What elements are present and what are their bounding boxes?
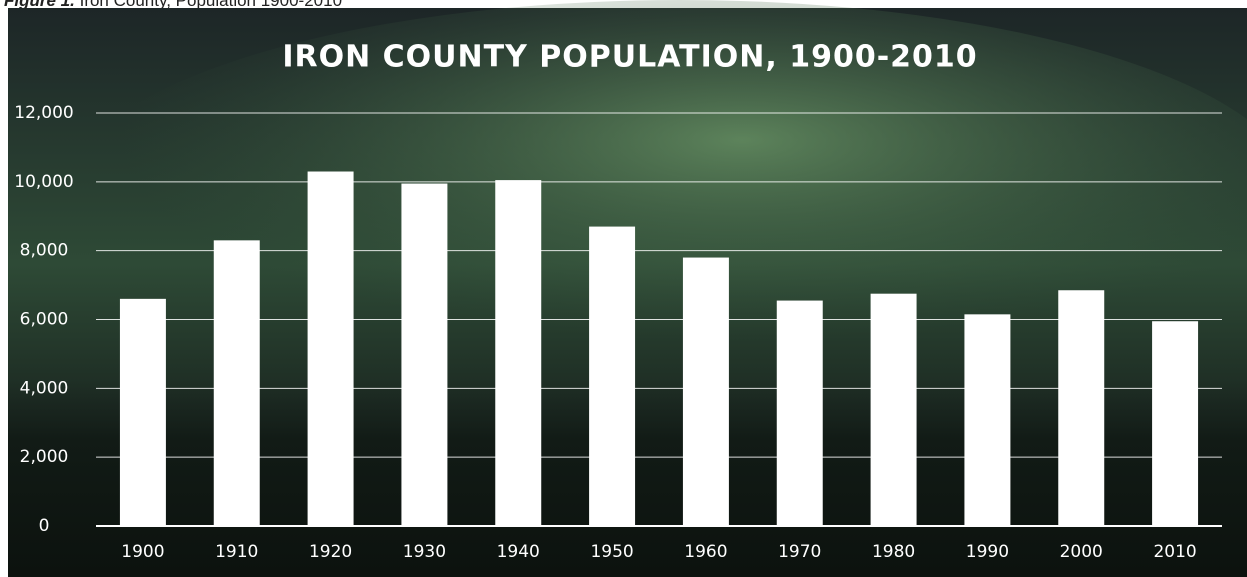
x-tick-label: 1970 — [778, 542, 821, 562]
page: Figure 1. Iron County, Population 1900-2… — [0, 0, 1247, 577]
x-tick-label: 1930 — [403, 542, 446, 562]
bar — [777, 301, 823, 526]
bar — [401, 184, 447, 526]
bar — [214, 240, 260, 526]
x-tick-label: 2000 — [1060, 542, 1103, 562]
bar — [120, 299, 166, 526]
chart-title: IRON COUNTY POPULATION, 1900-2010 — [282, 40, 977, 75]
x-tick-label: 1990 — [966, 542, 1009, 562]
y-tick-label: 12,000 — [14, 103, 73, 123]
bar — [495, 180, 541, 526]
y-tick-label: 0 — [39, 516, 50, 536]
chart: IRON COUNTY POPULATION, 1900-2010 0 2,000… — [0, 0, 1247, 577]
y-tick-label: 2,000 — [20, 447, 69, 467]
bar — [308, 172, 354, 526]
bar — [871, 294, 917, 526]
x-tick-label: 1940 — [497, 542, 540, 562]
y-tick-label: 4,000 — [20, 378, 69, 398]
bar — [1058, 290, 1104, 526]
y-tick-label: 6,000 — [20, 310, 69, 330]
x-tick-label: 1920 — [309, 542, 352, 562]
x-tick-label: 1980 — [872, 542, 915, 562]
x-tick-label: 1960 — [684, 542, 727, 562]
x-tick-label: 1950 — [590, 542, 633, 562]
y-tick-label: 10,000 — [14, 172, 73, 192]
bar — [683, 258, 729, 526]
bar — [1152, 321, 1198, 526]
bar — [964, 314, 1010, 526]
y-tick-label: 8,000 — [20, 241, 69, 261]
bar — [589, 227, 635, 526]
x-tick-label: 2010 — [1153, 542, 1196, 562]
x-tick-label: 1900 — [121, 542, 164, 562]
x-tick-label: 1910 — [215, 542, 258, 562]
